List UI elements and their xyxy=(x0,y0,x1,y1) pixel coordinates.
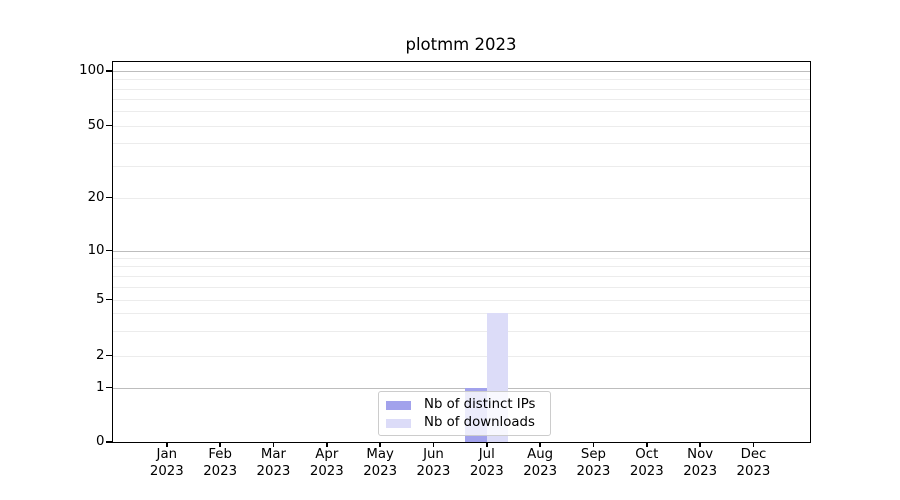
y-gridline-minor xyxy=(112,143,810,145)
y-gridline-minor xyxy=(112,355,810,357)
x-tick-month: Jul xyxy=(478,447,495,462)
x-tick-month: Feb xyxy=(208,447,232,462)
y-gridline-minor xyxy=(112,197,810,199)
x-tick-month: Mar xyxy=(260,447,286,462)
x-tick-month: Jun xyxy=(423,447,444,462)
y-gridline-minor xyxy=(112,286,810,288)
x-tick-mark xyxy=(166,442,168,447)
x-tick-month: Sep xyxy=(580,447,606,462)
x-tick-year: 2023 xyxy=(629,463,664,479)
y-gridline-major xyxy=(112,387,810,389)
y-gridline-minor xyxy=(112,111,810,113)
x-tick-label: Jul 2023 xyxy=(470,447,504,480)
y-gridline-major xyxy=(112,250,810,252)
y-tick-label: 2 xyxy=(96,347,105,363)
y-tick-mark xyxy=(105,354,112,357)
x-tick-year: 2023 xyxy=(309,463,344,479)
x-tick-month: Nov xyxy=(687,447,714,462)
x-tick-year: 2023 xyxy=(576,463,611,479)
x-tick-mark xyxy=(219,442,221,447)
legend-box: Nb of distinct IPs Nb of downloads xyxy=(378,391,551,436)
y-gridline-minor xyxy=(112,257,810,259)
x-tick-label: Dec 2023 xyxy=(737,447,771,480)
y-gridline-major xyxy=(112,71,810,72)
x-tick-label: Feb 2023 xyxy=(203,447,237,480)
x-tick-mark xyxy=(326,442,328,447)
x-tick-month: Oct xyxy=(635,447,659,462)
x-tick-label: Mar 2023 xyxy=(257,447,291,480)
y-tick-mark xyxy=(105,441,112,443)
y-gridline-minor xyxy=(112,165,810,167)
y-gridline-minor xyxy=(112,330,810,332)
y-tick-mark xyxy=(105,298,112,301)
x-tick-year: 2023 xyxy=(256,463,291,479)
x-tick-mark xyxy=(646,442,648,447)
y-tick-label: 5 xyxy=(96,291,105,307)
y-gridline-minor xyxy=(112,88,810,90)
y-tick-label: 1 xyxy=(96,379,105,395)
x-tick-month: Dec xyxy=(740,447,767,462)
x-tick-mark xyxy=(379,442,381,447)
x-tick-year: 2023 xyxy=(203,463,238,479)
x-tick-label: May 2023 xyxy=(363,447,397,480)
y-gridline-minor xyxy=(112,266,810,268)
x-tick-mark xyxy=(752,442,755,447)
x-tick-label: Jun 2023 xyxy=(417,447,451,480)
y-tick-label: 100 xyxy=(79,63,105,78)
legend-row: Nb of downloads xyxy=(386,414,550,432)
legend-label: Nb of distinct IPs xyxy=(424,397,536,412)
y-tick-label: 0 xyxy=(96,434,105,449)
legend-swatch-icon xyxy=(386,418,411,428)
x-tick-year: 2023 xyxy=(683,463,718,479)
y-gridline-minor xyxy=(112,299,810,301)
x-tick-month: Apr xyxy=(315,447,339,462)
y-gridline-minor xyxy=(112,313,810,315)
y-gridline-minor xyxy=(112,275,810,277)
x-tick-mark xyxy=(592,442,595,447)
y-tick-label: 50 xyxy=(87,117,105,133)
x-tick-month: May xyxy=(366,447,394,462)
x-tick-label: Aug 2023 xyxy=(523,447,557,480)
x-tick-label: Oct 2023 xyxy=(630,447,664,480)
x-tick-year: 2023 xyxy=(416,463,451,479)
y-tick-mark xyxy=(105,124,112,127)
y-gridline-minor xyxy=(112,99,810,101)
x-tick-year: 2023 xyxy=(469,463,504,479)
x-tick-mark xyxy=(486,442,488,447)
x-tick-year: 2023 xyxy=(523,463,558,479)
y-gridline-minor xyxy=(112,125,810,127)
x-tick-month: Jan xyxy=(156,447,178,462)
x-tick-mark xyxy=(539,442,541,447)
x-tick-year: 2023 xyxy=(736,463,771,479)
y-tick-mark xyxy=(105,196,112,199)
x-tick-label: Sep 2023 xyxy=(577,447,611,480)
y-tick-mark xyxy=(105,249,112,252)
legend-swatch-icon xyxy=(386,400,411,410)
y-tick-label: 10 xyxy=(87,242,105,258)
x-tick-mark xyxy=(699,442,701,447)
x-tick-month: Aug xyxy=(527,447,554,462)
x-tick-year: 2023 xyxy=(363,463,398,479)
legend-row: Nb of distinct IPs xyxy=(386,396,550,414)
x-tick-year: 2023 xyxy=(149,463,184,479)
legend-label: Nb of downloads xyxy=(424,415,535,430)
y-tick-label: 20 xyxy=(87,189,105,205)
y-tick-mark xyxy=(105,70,112,72)
y-gridline-minor xyxy=(112,79,810,81)
x-tick-mark xyxy=(272,442,275,447)
chart-title: plotmm 2023 xyxy=(405,35,517,54)
x-tick-label: Nov 2023 xyxy=(683,447,717,480)
plot-frame xyxy=(111,61,811,443)
x-tick-label: Apr 2023 xyxy=(310,447,344,480)
x-tick-mark xyxy=(432,442,435,447)
y-tick-mark xyxy=(105,386,112,389)
x-tick-label: Jan 2023 xyxy=(150,447,184,480)
